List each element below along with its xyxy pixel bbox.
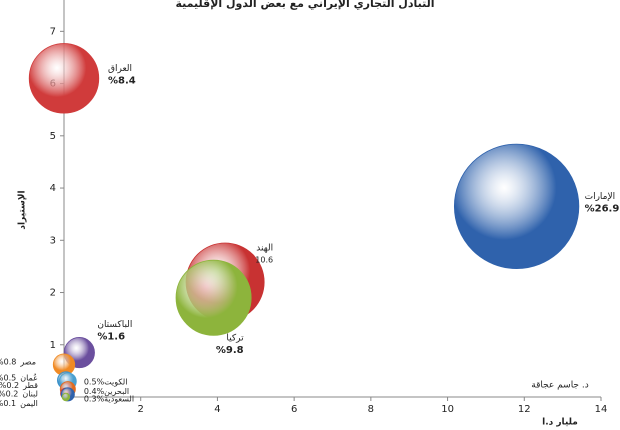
point-name: الإمارات — [585, 192, 616, 202]
point-name: اليمن — [20, 399, 38, 408]
data-label: %0.2 قطر — [0, 381, 38, 390]
x-tick-label: 2 — [138, 404, 144, 415]
value-label: %9.8 — [216, 345, 244, 356]
point-name: تركيا — [226, 333, 244, 343]
value-label: %0.1 — [0, 399, 16, 408]
value-label: %0.4 — [84, 387, 105, 396]
x-tick-label: 12 — [518, 404, 531, 415]
value-label: 10.6 — [255, 256, 273, 265]
x-tick-label: 10 — [441, 404, 454, 415]
point-name: الباكستان — [97, 320, 132, 330]
value-label: %0.8 — [0, 357, 16, 366]
bubble — [453, 143, 580, 269]
value-label: %0.3 — [84, 394, 105, 403]
value-label: %0.5 — [0, 373, 16, 382]
data-label: البحرين%0.4 — [84, 387, 129, 396]
y-tick-label: 7 — [50, 26, 56, 37]
point-name: عُمان — [20, 373, 38, 382]
x-tick-label: 8 — [368, 404, 374, 415]
y-tick-label: 2 — [50, 288, 56, 299]
point-name: الكويت — [104, 377, 127, 386]
data-label: %0.5 عُمان — [0, 373, 38, 382]
y-tick-label: 4 — [50, 183, 56, 194]
x-tick-label: 4 — [214, 404, 220, 415]
point-name: السعودية — [104, 394, 134, 403]
point-name: لبنان — [22, 389, 38, 398]
x-axis-label: مليار د.ا — [542, 418, 578, 428]
point-name: الهند — [256, 244, 273, 254]
value-label: %26.9 — [585, 203, 620, 214]
point-name: مصر — [19, 357, 36, 366]
point-name: البحرين — [104, 387, 129, 396]
data-label: %0.2 لبنان — [0, 389, 38, 398]
value-label: %0.2 — [0, 381, 19, 390]
bubble — [175, 259, 252, 336]
data-label: %0.1 اليمن — [0, 399, 38, 408]
value-label: %1.6 — [97, 332, 125, 343]
data-label: السعودية%0.3 — [84, 394, 134, 403]
y-tick-label: 5 — [50, 131, 56, 142]
y-tick-label: 3 — [50, 235, 56, 246]
point-name: العراق — [108, 64, 132, 74]
value-label: %0.5 — [84, 377, 105, 386]
y-tick-label: 1 — [50, 340, 56, 351]
bubble — [28, 43, 100, 114]
value-label: %8.4 — [108, 75, 136, 86]
value-label: %0.2 — [0, 389, 18, 398]
x-tick-label: 6 — [291, 404, 297, 415]
bubble — [61, 392, 71, 402]
chart-title: التبادل التجاري الإيراني مع بعض الدول ال… — [176, 0, 435, 10]
point-name: قطر — [22, 381, 38, 390]
y-axis-label: الإستيراد — [18, 190, 28, 229]
x-tick-label: 14 — [595, 404, 608, 415]
data-label: الكويت%0.5 — [84, 377, 128, 386]
annotation: د. جاسم عجاقة — [531, 381, 588, 391]
